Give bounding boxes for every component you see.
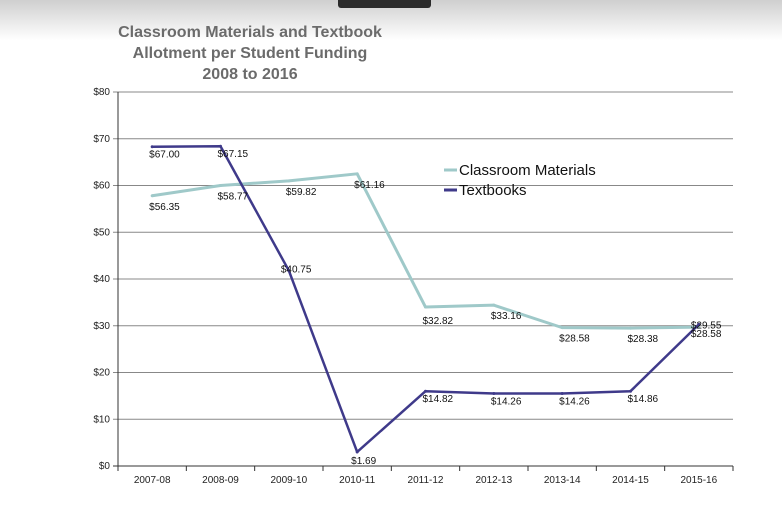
- data-point-classroom-materials: [492, 303, 496, 307]
- data-label-classroom-materials: $28.38: [628, 334, 659, 345]
- data-label-textbooks: $67.00: [149, 150, 180, 161]
- chart-title-line-3: 2008 to 2016: [202, 66, 298, 83]
- x-tick-label: 2014-15: [612, 475, 649, 486]
- data-point-classroom-materials: [150, 194, 154, 198]
- data-point-classroom-materials: [560, 326, 564, 330]
- y-tick-label: $20: [93, 368, 110, 379]
- data-point-classroom-materials: [287, 179, 291, 183]
- x-tick-label: 2012-13: [475, 475, 512, 486]
- y-tick-label: $60: [93, 181, 110, 192]
- data-label-textbooks: $67.15: [218, 149, 249, 160]
- data-label-textbooks: $14.26: [559, 397, 590, 408]
- data-point-textbooks: [355, 450, 359, 454]
- chart-title-line-2: Allotment per Student Funding: [132, 45, 368, 62]
- x-tick-label: 2013-14: [544, 475, 581, 486]
- data-label-classroom-materials: $33.16: [491, 311, 522, 322]
- y-tick-label: $70: [93, 134, 110, 145]
- x-tick-label: 2009-10: [270, 475, 307, 486]
- data-point-textbooks: [629, 389, 632, 393]
- data-label-textbooks: $29.55: [691, 320, 722, 331]
- data-point-textbooks: [424, 389, 427, 393]
- data-label-textbooks: $14.26: [491, 397, 522, 408]
- chart-title-line-1: Classroom Materials and Textbook: [118, 24, 382, 41]
- data-point-classroom-materials: [219, 184, 222, 187]
- data-label-textbooks: $14.82: [423, 394, 454, 405]
- data-point-textbooks: [150, 145, 154, 149]
- legend-label-classroom-materials: Classroom Materials: [459, 162, 596, 179]
- data-label-classroom-materials: $59.82: [286, 187, 317, 198]
- y-tick-label: $10: [93, 414, 110, 425]
- x-tick-label: 2007-08: [134, 475, 171, 486]
- data-label-classroom-materials: $32.82: [423, 316, 454, 327]
- data-point-textbooks: [492, 392, 496, 396]
- data-label-classroom-materials: $56.35: [149, 202, 180, 213]
- y-tick-label: $80: [93, 87, 110, 98]
- data-label-classroom-materials: $28.58: [691, 329, 722, 340]
- data-label-classroom-materials: $28.58: [559, 334, 590, 345]
- data-point-classroom-materials: [629, 326, 632, 330]
- data-label-classroom-materials: $58.77: [218, 192, 249, 203]
- top-tab: [338, 0, 431, 8]
- y-tick-label: $40: [93, 274, 110, 285]
- data-point-classroom-materials: [355, 172, 359, 176]
- data-point-textbooks: [697, 322, 701, 326]
- chart-title: Classroom Materials and Textbook Allotme…: [60, 22, 440, 85]
- data-point-textbooks: [560, 392, 564, 396]
- data-point-textbooks: [219, 144, 222, 148]
- data-label-textbooks: $14.86: [628, 394, 659, 405]
- data-point-textbooks: [287, 269, 291, 273]
- y-tick-label: $30: [93, 321, 110, 332]
- x-tick-label: 2011-12: [408, 475, 444, 486]
- data-point-classroom-materials: [424, 305, 427, 309]
- data-label-textbooks: $40.75: [281, 265, 312, 276]
- x-tick-label: 2015-16: [680, 475, 717, 486]
- y-tick-label: $50: [93, 227, 110, 238]
- y-tick-label: $0: [99, 461, 111, 472]
- legend-label-textbooks: Textbooks: [459, 182, 527, 199]
- data-label-classroom-materials: $61.16: [354, 180, 385, 191]
- data-label-textbooks: $1.69: [351, 456, 376, 467]
- x-tick-label: 2008-09: [202, 475, 239, 486]
- x-tick-label: 2010-11: [339, 475, 375, 486]
